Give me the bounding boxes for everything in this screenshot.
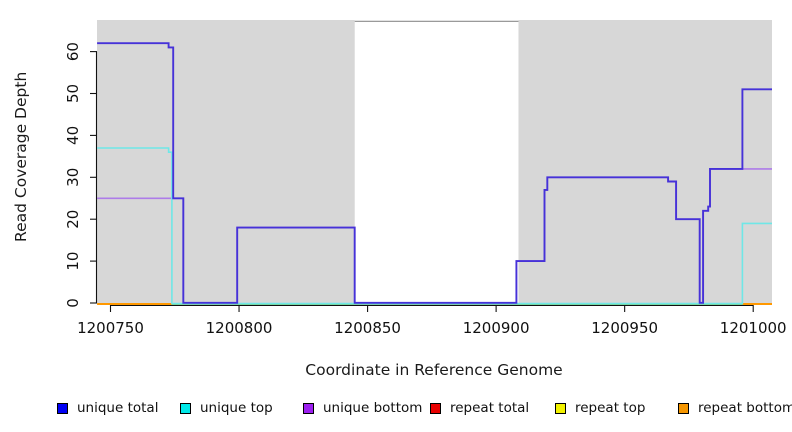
x-tick-label: 1200800 [206, 319, 273, 337]
legend-item-repeat-top: repeat top [555, 399, 645, 417]
y-tick-label: 10 [64, 252, 82, 271]
y-tick-label: 0 [64, 298, 82, 308]
legend-item-unique-bottom: unique bottom [303, 399, 422, 417]
x-tick-label: 1201000 [720, 319, 787, 337]
legend-label: repeat total [450, 400, 530, 416]
legend-item-unique-top: unique top [180, 399, 273, 417]
x-axis-title: Coordinate in Reference Genome [305, 361, 563, 379]
x-tick-label: 1200750 [77, 319, 144, 337]
x-tick-label: 1200900 [463, 319, 530, 337]
x-tick-label: 1200850 [334, 319, 401, 337]
highlight-band [354, 20, 519, 305]
legend-swatch [303, 402, 314, 414]
legend-item-unique-total: unique total [57, 399, 158, 417]
legend-swatch [555, 402, 566, 414]
series-line-unique-top [97, 147, 772, 305]
series-line-unique-total [97, 42, 772, 304]
y-tick-label: 30 [64, 168, 82, 187]
legend-item-repeat-total: repeat total [430, 399, 529, 417]
y-tick-label: 20 [64, 210, 82, 229]
legend: unique total unique top unique bottom repea… [0, 399, 792, 419]
legend-swatch [430, 402, 441, 414]
legend-label: unique bottom [323, 400, 423, 416]
y-tick-label: 60 [64, 42, 82, 61]
legend-swatch [678, 402, 689, 414]
legend-label: unique top [200, 400, 273, 416]
y-axis-title: Read Coverage Depth [12, 71, 30, 242]
x-tick-label: 1200950 [591, 319, 658, 337]
y-tick-label: 50 [64, 84, 82, 103]
legend-swatch [57, 402, 68, 414]
legend-swatch [180, 402, 191, 414]
legend-label: unique total [77, 400, 159, 416]
legend-label: repeat top [575, 400, 646, 416]
legend-label: repeat bottom [698, 400, 792, 416]
legend-item-repeat-bottom: repeat bottom [678, 399, 792, 417]
y-tick-label: 40 [64, 126, 82, 145]
